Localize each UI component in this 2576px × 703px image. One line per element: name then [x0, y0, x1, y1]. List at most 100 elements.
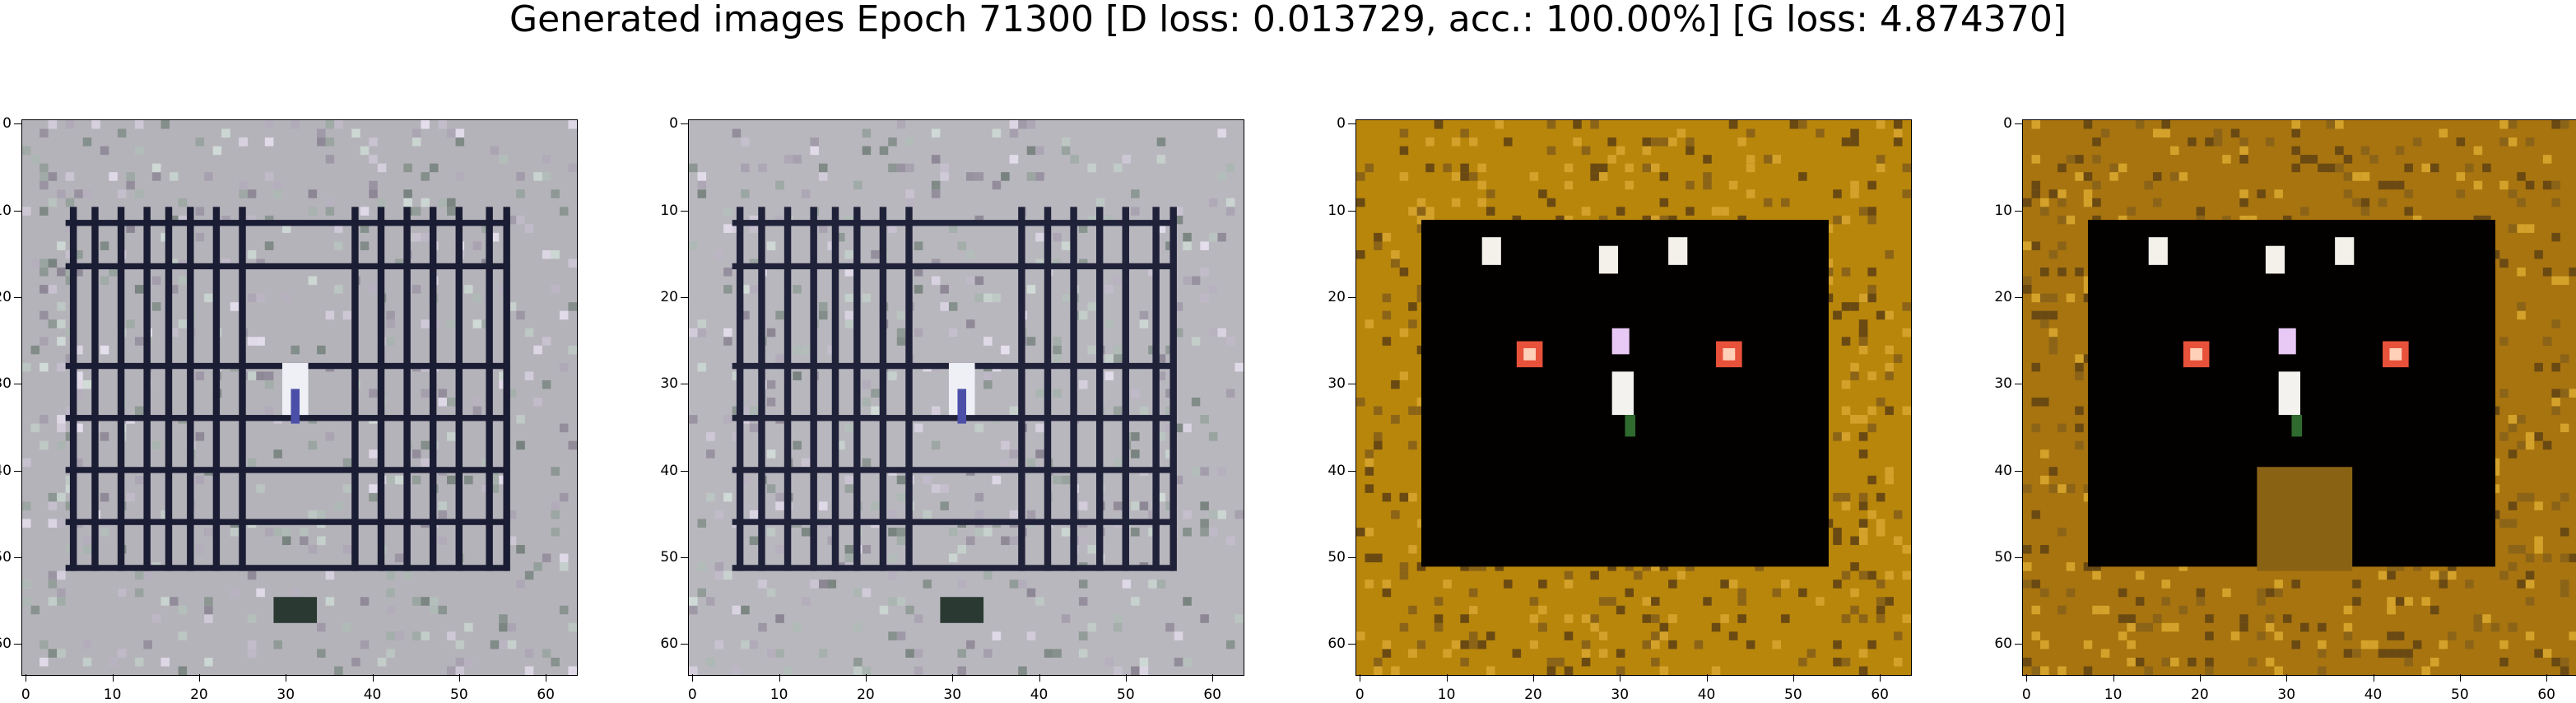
noise-pixel: [1816, 128, 1825, 138]
noise-pixel: [1504, 137, 1513, 147]
noise-pixel: [117, 588, 127, 598]
noise-pixel: [1703, 180, 1712, 190]
noise-pixel: [940, 484, 949, 493]
noise-pixel: [1018, 580, 1027, 589]
noise-pixel: [1399, 146, 1409, 156]
noise-pixel: [40, 258, 49, 268]
noise-pixel: [2508, 224, 2518, 233]
noise-pixel: [2031, 180, 2041, 190]
noise-pixel: [559, 310, 569, 320]
noise-pixel: [2040, 666, 2049, 675]
noise-pixel: [300, 527, 309, 537]
noise-pixel: [871, 389, 880, 398]
noise-pixel: [1131, 501, 1140, 510]
noise-pixel: [360, 207, 370, 216]
noise-pixel: [317, 345, 326, 355]
noise-pixel: [810, 580, 819, 589]
noise-pixel: [1174, 423, 1183, 433]
noise-pixel: [1078, 597, 1088, 606]
noise-pixel: [438, 510, 448, 519]
noise-pixel: [1867, 570, 1876, 580]
noise-pixel: [983, 527, 993, 537]
noise-pixel: [377, 198, 387, 207]
noise-pixel: [741, 310, 750, 320]
noise-pixel: [766, 527, 776, 537]
noise-pixel: [2031, 423, 2041, 433]
noise-pixel: [1858, 501, 1868, 510]
noise-pixel: [230, 527, 239, 537]
noise-pixel: [1876, 605, 1886, 615]
noise-pixel: [22, 519, 31, 528]
noise-pixel: [429, 163, 439, 173]
noise-pixel: [507, 622, 517, 632]
noise-pixel: [2499, 389, 2509, 398]
noise-pixel: [1408, 605, 1417, 615]
noise-pixel: [2213, 128, 2223, 138]
noise-pixel: [2404, 649, 2413, 658]
noise-pixel: [896, 163, 906, 173]
noise-pixel: [57, 588, 66, 598]
y-tick: [1348, 296, 1355, 298]
noise-pixel: [1460, 614, 1469, 623]
noise-pixel: [2499, 258, 2509, 268]
x-tick: [2546, 674, 2548, 682]
noise-pixel: [853, 622, 863, 632]
x-tick-label: 60: [1871, 687, 1889, 703]
noise-pixel: [516, 310, 525, 320]
x-tick-label: 10: [1437, 687, 1456, 703]
noise-pixel: [1546, 120, 1556, 129]
noise-pixel: [160, 597, 170, 606]
noise-pixel: [1651, 631, 1660, 640]
noise-pixel: [151, 302, 161, 311]
noise-pixel: [1139, 666, 1149, 675]
x-tick: [1039, 674, 1040, 682]
noise-pixel: [551, 285, 560, 294]
noise-pixel: [1460, 172, 1469, 181]
noise-pixel: [57, 423, 66, 433]
noise-pixel: [905, 605, 914, 615]
noise-pixel: [1876, 398, 1886, 407]
noise-pixel: [281, 536, 291, 546]
noise-pixel: [1850, 605, 1859, 615]
noise-pixel: [758, 163, 767, 173]
noise-pixel: [2525, 580, 2535, 589]
noise-pixel: [1468, 588, 1478, 598]
noise-pixel: [256, 371, 265, 380]
noise-pixel: [2300, 622, 2309, 632]
noise-pixel: [126, 180, 135, 190]
noise-pixel: [499, 155, 508, 164]
x-tick: [1125, 674, 1127, 682]
noise-pixel: [775, 180, 784, 190]
noise-pixel: [117, 128, 127, 138]
noise-pixel: [1061, 614, 1071, 623]
noise-pixel: [1841, 379, 1851, 389]
noise-pixel: [766, 379, 776, 389]
noise-pixel: [1009, 406, 1019, 416]
noise-pixel: [948, 224, 958, 233]
noise-pixel: [2040, 319, 2049, 328]
noise-pixel: [1061, 137, 1071, 147]
noise-pixel: [2075, 354, 2084, 363]
noise-pixel: [1720, 207, 1729, 216]
noise-pixel: [2161, 128, 2171, 138]
noise-pixel: [1850, 180, 1859, 190]
noise-pixel: [853, 666, 863, 675]
noise-pixel: [2075, 268, 2084, 277]
noise-pixel: [2265, 137, 2275, 147]
noise-pixel: [2439, 640, 2448, 649]
noise-pixel: [421, 120, 430, 129]
noise-pixel: [438, 536, 448, 546]
noise-pixel: [1858, 570, 1868, 580]
noise-pixel: [2534, 545, 2543, 554]
noise-pixel: [369, 389, 378, 398]
noise-pixel: [1425, 137, 1434, 147]
noise-pixel: [1374, 232, 1383, 242]
noise-pixel: [2560, 120, 2569, 129]
noise-pixel: [551, 501, 560, 510]
noise-pixel: [82, 545, 92, 554]
noise-pixel: [2499, 180, 2509, 190]
grid-bar: [212, 207, 221, 571]
noise-pixel: [516, 545, 525, 554]
noise-pixel: [195, 207, 205, 216]
noise-pixel: [818, 302, 828, 311]
